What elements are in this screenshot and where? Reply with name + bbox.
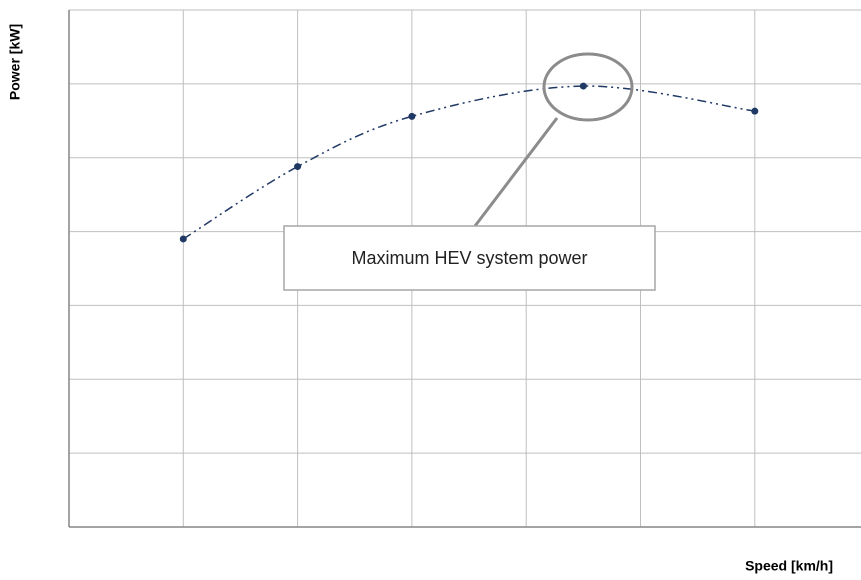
series-line: [182, 85, 755, 240]
annotation-text: Maximum HEV system power: [351, 248, 587, 268]
data-point: [179, 235, 187, 243]
data-point: [751, 107, 759, 115]
data-point: [294, 163, 302, 171]
annotation-box: [283, 225, 656, 291]
data-point: [579, 82, 587, 90]
x-axis-title: Speed [km/h]: [745, 558, 833, 574]
annotation-leader: [473, 117, 559, 227]
annotation-ellipse: [542, 52, 634, 122]
y-axis-title: Power [kW]: [7, 24, 23, 100]
data-point: [408, 112, 416, 120]
